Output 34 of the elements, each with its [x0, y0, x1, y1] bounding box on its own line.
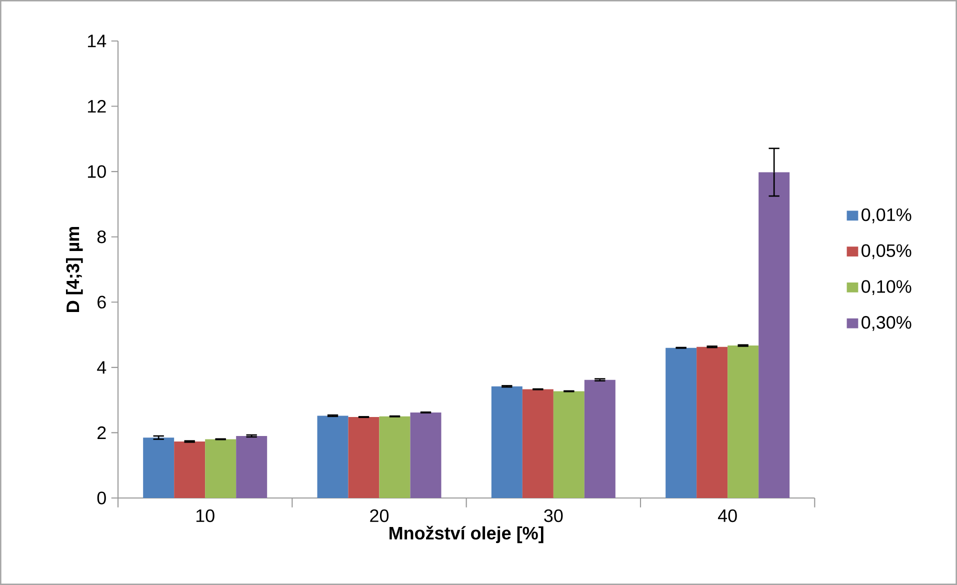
- y-tick-label: 0: [97, 492, 106, 504]
- x-axis-title: Množství oleje [%]: [390, 526, 544, 544]
- bar: [728, 346, 759, 498]
- bar: [143, 438, 174, 498]
- y-tick-label: 12: [88, 100, 106, 113]
- bar: [553, 391, 584, 498]
- bar: [696, 346, 728, 498]
- bar: [758, 172, 790, 498]
- legend-label: 0,10%: [862, 280, 912, 296]
- bar: [491, 386, 522, 498]
- legend-label: 0,01%: [862, 208, 912, 224]
- y-tick-label: 6: [98, 296, 106, 308]
- y-tick-label: 2: [98, 426, 106, 439]
- x-tick-label: 30: [544, 509, 563, 522]
- y-tick-label: 10: [88, 165, 106, 178]
- y-tick-label: 8: [97, 230, 106, 244]
- legend-label: 0,05%: [862, 244, 912, 260]
- bar: [379, 416, 410, 498]
- x-tick-label: 40: [718, 509, 737, 522]
- bar: [236, 436, 268, 498]
- x-tick-label: 20: [370, 509, 389, 522]
- bar: [348, 417, 380, 498]
- x-tick-label: 10: [196, 509, 214, 522]
- legend-label: 0,30%: [862, 316, 912, 331]
- bar: [522, 389, 554, 498]
- y-tick-label: 14: [88, 34, 106, 48]
- bar: [666, 348, 697, 498]
- bar: [584, 380, 616, 498]
- y-axis-title: D [4;3] µm: [66, 226, 83, 312]
- y-tick-label: 4: [97, 361, 106, 374]
- bar: [174, 442, 206, 498]
- bar: [317, 416, 348, 498]
- bar: [410, 412, 442, 498]
- bar: [205, 439, 236, 498]
